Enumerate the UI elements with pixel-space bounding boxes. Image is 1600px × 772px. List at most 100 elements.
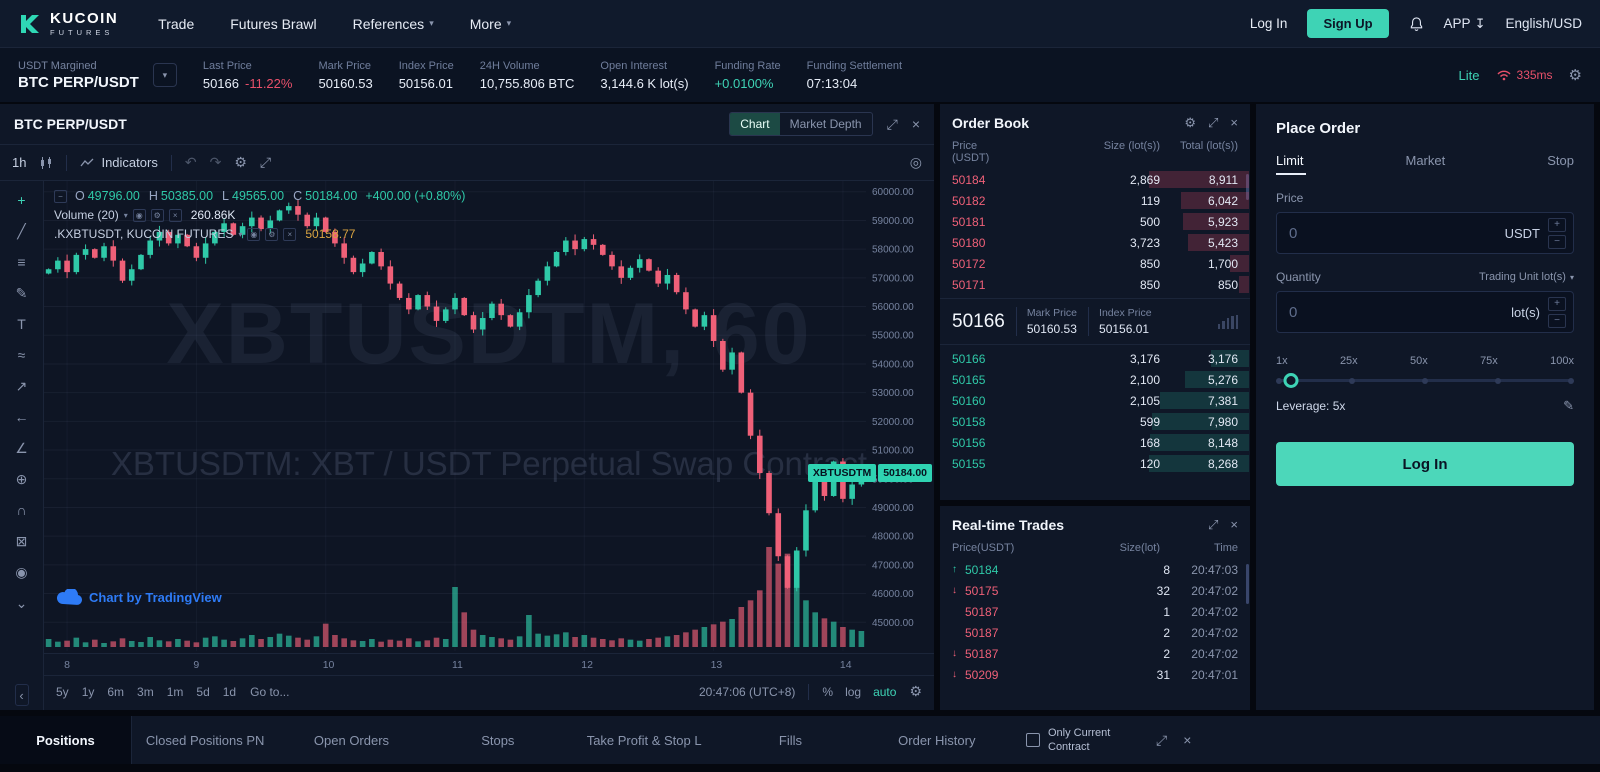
close-icon[interactable]: × — [168, 208, 182, 222]
close-icon[interactable]: × — [283, 227, 297, 241]
bottom-tab-closed-positions-pn[interactable]: Closed Positions PN — [145, 732, 265, 748]
nav-item-more[interactable]: More ▾ — [470, 16, 511, 32]
leverage-mark-1x[interactable]: 1x — [1276, 355, 1288, 367]
tab-market-depth[interactable]: Market Depth — [789, 117, 862, 131]
bottom-tab-open-orders[interactable]: Open Orders — [313, 732, 390, 748]
expand-icon[interactable]: ⤢ — [1156, 731, 1168, 748]
eye-icon[interactable]: ◉ — [15, 563, 28, 580]
price-input[interactable]: 0 USDT + − — [1276, 212, 1574, 254]
orderbook-ask-row[interactable]: 50180 3,723 5,423 — [940, 232, 1250, 253]
only-current-contract-checkbox[interactable]: Only Current Contract — [1026, 726, 1128, 755]
price-decrement-icon[interactable]: − — [1548, 234, 1566, 249]
orderbook-ask-row[interactable]: 50182 119 6,042 — [940, 190, 1250, 211]
leverage-slider[interactable] — [1276, 373, 1574, 388]
settings-gear-icon[interactable]: ⚙ — [1568, 67, 1582, 84]
quantity-increment-icon[interactable]: + — [1548, 296, 1566, 311]
locale-selector[interactable]: English/USD — [1505, 16, 1582, 31]
scale-[interactable]: % — [822, 684, 834, 699]
clock[interactable]: 20:47:06 (UTC+8) — [699, 684, 796, 699]
contract-dropdown-button[interactable]: ▾ — [152, 63, 177, 87]
tab-market[interactable]: Market — [1405, 153, 1446, 168]
leverage-mark-75x[interactable]: 75x — [1480, 355, 1498, 367]
app-download[interactable]: APP ↧ — [1444, 16, 1486, 32]
scale-auto[interactable]: auto — [873, 684, 897, 699]
tab-limit[interactable]: Limit — [1276, 153, 1307, 175]
orderbook-bid-row[interactable]: 50160 2,105 7,381 — [940, 390, 1250, 411]
orderbook-ask-row[interactable]: 50181 500 5,923 — [940, 211, 1250, 232]
redo-icon[interactable]: ↷ — [209, 154, 222, 170]
bottom-tab-positions[interactable]: Positions — [0, 716, 132, 764]
orderbook-ask-row[interactable]: 50172 850 1,700 — [940, 253, 1250, 274]
pattern-icon[interactable]: ≈ — [17, 347, 26, 363]
crosshair-icon[interactable]: + — [17, 192, 26, 208]
lite-mode-link[interactable]: Lite — [1458, 67, 1480, 83]
nav-item-references[interactable]: References ▾ — [353, 16, 434, 32]
brush-icon[interactable]: ✎ — [15, 284, 28, 301]
chart-plot[interactable]: XBTUSDTM, 60 XBTUSDTM: XBT / USDT Perpet… — [44, 181, 934, 653]
tab-stop[interactable]: Stop — [1547, 153, 1574, 168]
tab-chart[interactable]: Chart — [730, 113, 780, 135]
login-submit-button[interactable]: Log In — [1276, 442, 1574, 486]
gear-icon[interactable]: ⚙ — [150, 208, 164, 222]
collapse-icon[interactable]: ⌄ — [15, 594, 28, 611]
eye-icon[interactable]: ◉ — [247, 227, 261, 241]
magnet-icon[interactable]: ∩ — [16, 502, 27, 518]
bottom-tab-fills[interactable]: Fills — [778, 732, 803, 748]
orderbook-bid-row[interactable]: 50158 599 7,980 — [940, 411, 1250, 432]
orderbook-bid-row[interactable]: 50155 120 8,268 — [940, 453, 1250, 474]
axis-settings-gear-icon[interactable]: ⚙ — [909, 683, 922, 699]
close-icon[interactable]: × — [1230, 517, 1238, 532]
kucoin-logo[interactable]: KUCOIN FUTURES — [18, 10, 118, 37]
contract-selector[interactable]: USDT Margined BTC PERP/USDT — [18, 60, 139, 91]
signup-button[interactable]: Sign Up — [1307, 9, 1389, 38]
scale-log[interactable]: log — [845, 684, 862, 699]
leverage-mark-25x[interactable]: 25x — [1339, 355, 1358, 367]
text-tool-icon[interactable]: T — [17, 316, 26, 332]
orderbook-bid-row[interactable]: 50165 2,100 5,276 — [940, 369, 1250, 390]
volume-legend-label[interactable]: Volume (20) — [54, 208, 119, 222]
orderbook-ask-row[interactable]: 50184 2,869 8,911 — [940, 169, 1250, 190]
timeframe-5y[interactable]: 5y — [56, 684, 69, 699]
undo-icon[interactable]: ↶ — [184, 154, 197, 170]
interval-selector[interactable]: 1h — [12, 155, 27, 170]
login-link[interactable]: Log In — [1249, 16, 1288, 31]
nav-item-trade[interactable]: Trade — [158, 16, 194, 32]
indicators-button[interactable]: Indicators — [80, 155, 158, 170]
lock-icon[interactable]: ⊠ — [15, 532, 28, 549]
depth-gauge-icon[interactable] — [1217, 314, 1238, 329]
expand-icon[interactable]: ⤢ — [1208, 115, 1219, 130]
close-icon[interactable]: × — [1230, 115, 1238, 130]
eye-icon[interactable]: ◉ — [132, 208, 146, 222]
quantity-decrement-icon[interactable]: − — [1548, 313, 1566, 328]
bottom-tab-order-history[interactable]: Order History — [898, 732, 976, 748]
candle-type-icon[interactable] — [39, 156, 53, 170]
arrow-back-icon[interactable]: ← — [14, 409, 29, 425]
chart-settings-gear-icon[interactable]: ⚙ — [234, 154, 247, 170]
orderbook-ask-row[interactable]: 50171 850 850 — [940, 274, 1250, 295]
order-book-scrollbar[interactable] — [1246, 174, 1249, 200]
leverage-slider-knob[interactable] — [1283, 373, 1299, 388]
close-icon[interactable]: × — [911, 116, 920, 132]
orderbook-bid-row[interactable]: 50166 3,176 3,176 — [940, 348, 1250, 369]
notification-bell-icon[interactable] — [1409, 16, 1424, 32]
quantity-input[interactable]: 0 lot(s) + − — [1276, 291, 1574, 333]
timeframe-1m[interactable]: 1m — [166, 684, 184, 699]
time-axis[interactable]: 8 9 10 11 12 13 14 — [44, 653, 934, 675]
price-increment-icon[interactable]: + — [1548, 217, 1566, 232]
symbol-legend-label[interactable]: .KXBTUSDT, KUCOIN FUTURES — [54, 227, 234, 241]
camera-icon[interactable]: ◎ — [909, 154, 922, 170]
bottom-tab-stops[interactable]: Stops — [481, 732, 515, 748]
nav-item-futures-brawl[interactable]: Futures Brawl — [230, 16, 316, 32]
zoom-tool-icon[interactable]: ⊕ — [15, 470, 28, 487]
measure-icon[interactable]: ∠ — [15, 439, 28, 456]
timeframe-1y[interactable]: 1y — [81, 684, 95, 699]
fullscreen-icon[interactable]: ⤢ — [259, 154, 272, 170]
expand-icon[interactable]: ⤢ — [1208, 517, 1219, 532]
gear-icon[interactable]: ⚙ — [1184, 115, 1196, 130]
forecast-icon[interactable]: ↗ — [15, 377, 28, 394]
collapse-left-icon[interactable]: ‹ — [14, 684, 29, 706]
trades-scrollbar[interactable] — [1246, 564, 1249, 604]
timeframe-3m[interactable]: 3m — [137, 684, 154, 699]
trading-unit-selector[interactable]: Trading Unit lot(s) ▾ — [1479, 271, 1574, 283]
fib-retracement-icon[interactable]: ≡ — [17, 254, 26, 270]
